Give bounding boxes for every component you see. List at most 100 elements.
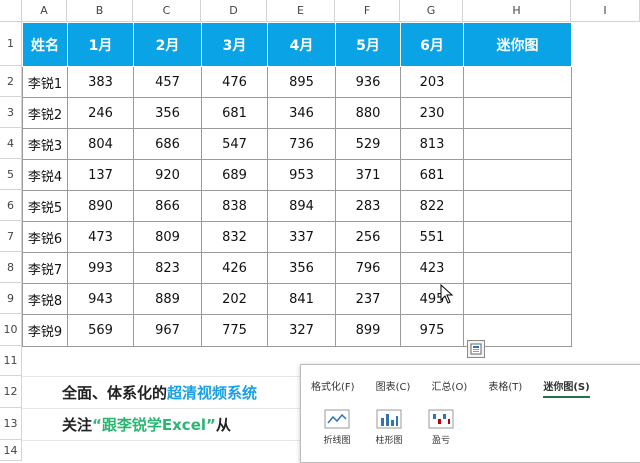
cell[interactable]: 681 — [201, 97, 268, 129]
header-name[interactable]: 姓名 — [22, 22, 68, 67]
row-header-9[interactable]: 9 — [0, 283, 22, 314]
cell[interactable]: 457 — [133, 66, 202, 98]
sparkline-cell[interactable] — [463, 66, 572, 98]
col-header-i[interactable]: I — [571, 0, 640, 22]
cell[interactable]: 895 — [267, 66, 336, 98]
cell[interactable]: 813 — [400, 128, 464, 160]
header-feb[interactable]: 2月 — [133, 22, 202, 67]
tab-tables[interactable]: 表格(T) — [488, 382, 523, 393]
cell[interactable]: 202 — [201, 283, 268, 315]
cell[interactable]: 529 — [335, 128, 401, 160]
cell[interactable]: 李锐7 — [22, 252, 68, 284]
cell[interactable]: 953 — [267, 159, 336, 191]
row-header-14[interactable]: 14 — [0, 440, 22, 461]
cell[interactable]: 256 — [335, 221, 401, 253]
row-header-4[interactable]: 4 — [0, 128, 22, 159]
cell[interactable]: 832 — [201, 221, 268, 253]
cell[interactable]: 809 — [133, 221, 202, 253]
header-may[interactable]: 5月 — [335, 22, 401, 67]
cell[interactable]: 346 — [267, 97, 336, 129]
select-all-corner[interactable] — [0, 0, 22, 22]
cell[interactable]: 426 — [201, 252, 268, 284]
cell[interactable]: 889 — [133, 283, 202, 315]
tab-sparklines[interactable]: 迷你图(S) — [543, 378, 590, 398]
tab-charts[interactable]: 图表(C) — [375, 382, 411, 393]
cell[interactable]: 993 — [67, 252, 134, 284]
sparkline-cell[interactable] — [463, 283, 572, 315]
row-header-6[interactable]: 6 — [0, 190, 22, 221]
sparkline-cell[interactable] — [463, 97, 572, 129]
cell[interactable]: 894 — [267, 190, 336, 222]
sparkline-cell[interactable] — [463, 190, 572, 222]
cell[interactable]: 967 — [133, 314, 202, 347]
col-header-h[interactable]: H — [463, 0, 571, 22]
row-header-2[interactable]: 2 — [0, 66, 22, 97]
cell[interactable]: 李锐1 — [22, 66, 68, 98]
cell[interactable]: 337 — [267, 221, 336, 253]
header-apr[interactable]: 4月 — [267, 22, 336, 67]
cell[interactable]: 899 — [335, 314, 401, 347]
cell[interactable]: 920 — [133, 159, 202, 191]
cell[interactable]: 李锐2 — [22, 97, 68, 129]
cell[interactable]: 681 — [400, 159, 464, 191]
tab-totals[interactable]: 汇总(O) — [431, 382, 468, 393]
sparkline-line-button[interactable]: 折线图 — [313, 409, 361, 446]
sparkline-column-button[interactable]: 柱形图 — [365, 409, 413, 446]
cell[interactable]: 283 — [335, 190, 401, 222]
cell[interactable]: 371 — [335, 159, 401, 191]
cell[interactable]: 237 — [335, 283, 401, 315]
cell[interactable]: 495 — [400, 283, 464, 315]
cell[interactable]: 230 — [400, 97, 464, 129]
cell[interactable]: 838 — [201, 190, 268, 222]
cell[interactable]: 796 — [335, 252, 401, 284]
col-header-g[interactable]: G — [400, 0, 463, 22]
col-header-e[interactable]: E — [267, 0, 335, 22]
cell[interactable]: 李锐5 — [22, 190, 68, 222]
cell[interactable]: 689 — [201, 159, 268, 191]
cell[interactable]: 423 — [400, 252, 464, 284]
cell[interactable]: 李锐4 — [22, 159, 68, 191]
sparkline-cell[interactable] — [463, 221, 572, 253]
quick-analysis-icon[interactable] — [467, 340, 485, 358]
cell[interactable]: 936 — [335, 66, 401, 98]
cell[interactable]: 246 — [67, 97, 134, 129]
header-sparkline[interactable]: 迷你图 — [463, 22, 572, 67]
cell[interactable]: 686 — [133, 128, 202, 160]
tab-formatting[interactable]: 格式化(F) — [311, 382, 355, 393]
row-header-12[interactable]: 12 — [0, 376, 22, 408]
cell[interactable]: 736 — [267, 128, 336, 160]
cell[interactable]: 823 — [133, 252, 202, 284]
cell[interactable]: 356 — [133, 97, 202, 129]
col-header-a[interactable]: A — [22, 0, 67, 22]
cell[interactable]: 203 — [400, 66, 464, 98]
row-header-7[interactable]: 7 — [0, 221, 22, 252]
cell[interactable]: 943 — [67, 283, 134, 315]
cell[interactable]: 775 — [201, 314, 268, 347]
cell[interactable]: 476 — [201, 66, 268, 98]
sparkline-cell[interactable] — [463, 252, 572, 284]
row-header-1[interactable]: 1 — [0, 22, 22, 66]
sparkline-winloss-button[interactable]: 盈亏 — [417, 409, 465, 446]
cell[interactable]: 822 — [400, 190, 464, 222]
header-mar[interactable]: 3月 — [201, 22, 268, 67]
col-header-f[interactable]: F — [335, 0, 400, 22]
cell[interactable]: 890 — [67, 190, 134, 222]
cell[interactable]: 547 — [201, 128, 268, 160]
cell[interactable]: 569 — [67, 314, 134, 347]
col-header-b[interactable]: B — [67, 0, 133, 22]
row-header-5[interactable]: 5 — [0, 159, 22, 190]
cell[interactable]: 383 — [67, 66, 134, 98]
row-header-10[interactable]: 10 — [0, 314, 22, 346]
cell[interactable]: 975 — [400, 314, 464, 347]
row-header-13[interactable]: 13 — [0, 408, 22, 440]
cell[interactable]: 551 — [400, 221, 464, 253]
cell[interactable]: 473 — [67, 221, 134, 253]
col-header-c[interactable]: C — [133, 0, 201, 22]
cell[interactable]: 804 — [67, 128, 134, 160]
header-jun[interactable]: 6月 — [400, 22, 464, 67]
cell[interactable]: 137 — [67, 159, 134, 191]
row-header-8[interactable]: 8 — [0, 252, 22, 283]
header-jan[interactable]: 1月 — [67, 22, 134, 67]
cell[interactable]: 李锐6 — [22, 221, 68, 253]
cell[interactable]: 李锐3 — [22, 128, 68, 160]
